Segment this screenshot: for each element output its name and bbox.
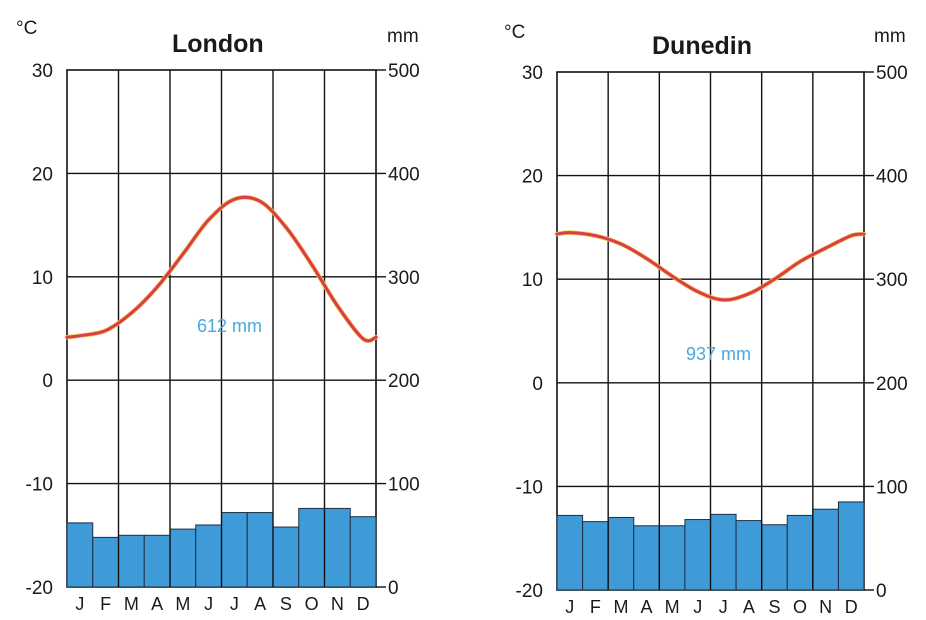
precipitation-bar	[786, 514, 814, 591]
temperature-unit: °C	[504, 22, 526, 43]
month-label: A	[151, 594, 163, 614]
precipitation-bar	[221, 512, 248, 588]
temperature-tick-label: -20	[516, 581, 543, 602]
month-label: A	[254, 594, 266, 614]
precipitation-tick-label: 400	[876, 167, 908, 188]
temperature-unit: °C	[16, 18, 38, 39]
dunedin-climate-chart: °C Dunedin mm 30 500 20 400 10 300 0 200 -10 100 -…	[490, 0, 926, 620]
precipitation-bar	[272, 526, 300, 588]
month-label: J	[565, 597, 574, 617]
precipitation-tick-label: 0	[876, 581, 887, 602]
london-climate-chart: °C London mm 30 500 20 400 10 300 0 200 -10 100 -2…	[16, 18, 420, 614]
precipitation-bar	[298, 507, 325, 588]
month-label: M	[613, 597, 628, 617]
temperature-tick-label: 10	[32, 268, 53, 289]
temperature-tick-label: 30	[32, 61, 53, 82]
temperature-tick-label: 20	[32, 164, 53, 185]
precipitation-bar	[195, 524, 222, 588]
month-label: N	[819, 597, 832, 617]
month-label: N	[331, 594, 344, 614]
precipitation-bar	[837, 501, 865, 591]
precipitation-unit: mm	[387, 26, 419, 47]
temperature-line	[65, 195, 378, 343]
precipitation-bar	[556, 514, 584, 591]
precipitation-bar	[658, 525, 686, 591]
month-label: M	[175, 594, 190, 614]
temperature-tick-label: 30	[522, 63, 543, 84]
month-label: A	[743, 597, 755, 617]
precipitation-tick-label: 300	[876, 270, 908, 291]
temperature-tick-label: -10	[26, 475, 53, 496]
precipitation-bar	[92, 536, 119, 588]
month-label: O	[305, 594, 319, 614]
precipitation-bar	[324, 507, 351, 588]
month-label: S	[768, 597, 780, 617]
temperature-tick-label: 10	[522, 270, 543, 291]
precipitation-tick-label: 100	[388, 475, 420, 496]
month-label: J	[75, 594, 84, 614]
month-label: F	[590, 597, 601, 617]
precipitation-bar	[169, 528, 197, 588]
month-label: J	[230, 594, 239, 614]
chart-title: Dunedin	[652, 32, 752, 60]
precipitation-bar	[66, 522, 94, 588]
month-label: S	[280, 594, 292, 614]
precipitation-tick-label: 200	[388, 371, 420, 392]
precipitation-bar	[710, 513, 737, 591]
month-label: J	[693, 597, 702, 617]
month-label: J	[204, 594, 213, 614]
month-label: M	[665, 597, 680, 617]
precipitation-tick-label: 0	[388, 578, 399, 599]
precipitation-unit: mm	[874, 26, 906, 47]
precipitation-bar	[761, 524, 788, 591]
month-label: M	[124, 594, 139, 614]
month-label: J	[719, 597, 728, 617]
precipitation-bar	[349, 516, 377, 588]
precipitation-bar	[246, 512, 274, 588]
precipitation-bar	[143, 534, 171, 588]
month-label: O	[793, 597, 807, 617]
precipitation-bar	[812, 508, 839, 591]
temperature-tick-label: -10	[516, 477, 543, 498]
precipitation-tick-label: 200	[876, 374, 908, 395]
month-label: F	[100, 594, 111, 614]
temperature-tick-label: -20	[26, 578, 53, 599]
temperature-tick-label: 0	[42, 371, 53, 392]
precipitation-tick-label: 100	[876, 477, 908, 498]
month-label: A	[641, 597, 653, 617]
precipitation-bar	[633, 525, 660, 591]
precipitation-tick-label: 300	[388, 268, 420, 289]
precipitation-tick-label: 400	[388, 164, 420, 185]
precipitation-tick-label: 500	[876, 63, 908, 84]
temperature-tick-label: 20	[522, 167, 543, 188]
temperature-line	[555, 231, 866, 302]
temperature-tick-label: 0	[532, 374, 543, 395]
annual-precipitation-total: 612 mm	[197, 316, 262, 336]
precipitation-bar	[735, 520, 763, 591]
month-label: D	[357, 594, 370, 614]
annual-precipitation-total: 937 mm	[686, 344, 751, 364]
precipitation-bar	[684, 519, 712, 591]
precipitation-bar	[607, 516, 635, 591]
precipitation-bar	[582, 521, 609, 591]
precipitation-bar	[118, 534, 145, 588]
month-label: D	[845, 597, 858, 617]
chart-title: London	[172, 30, 264, 58]
precipitation-tick-label: 500	[388, 61, 420, 82]
